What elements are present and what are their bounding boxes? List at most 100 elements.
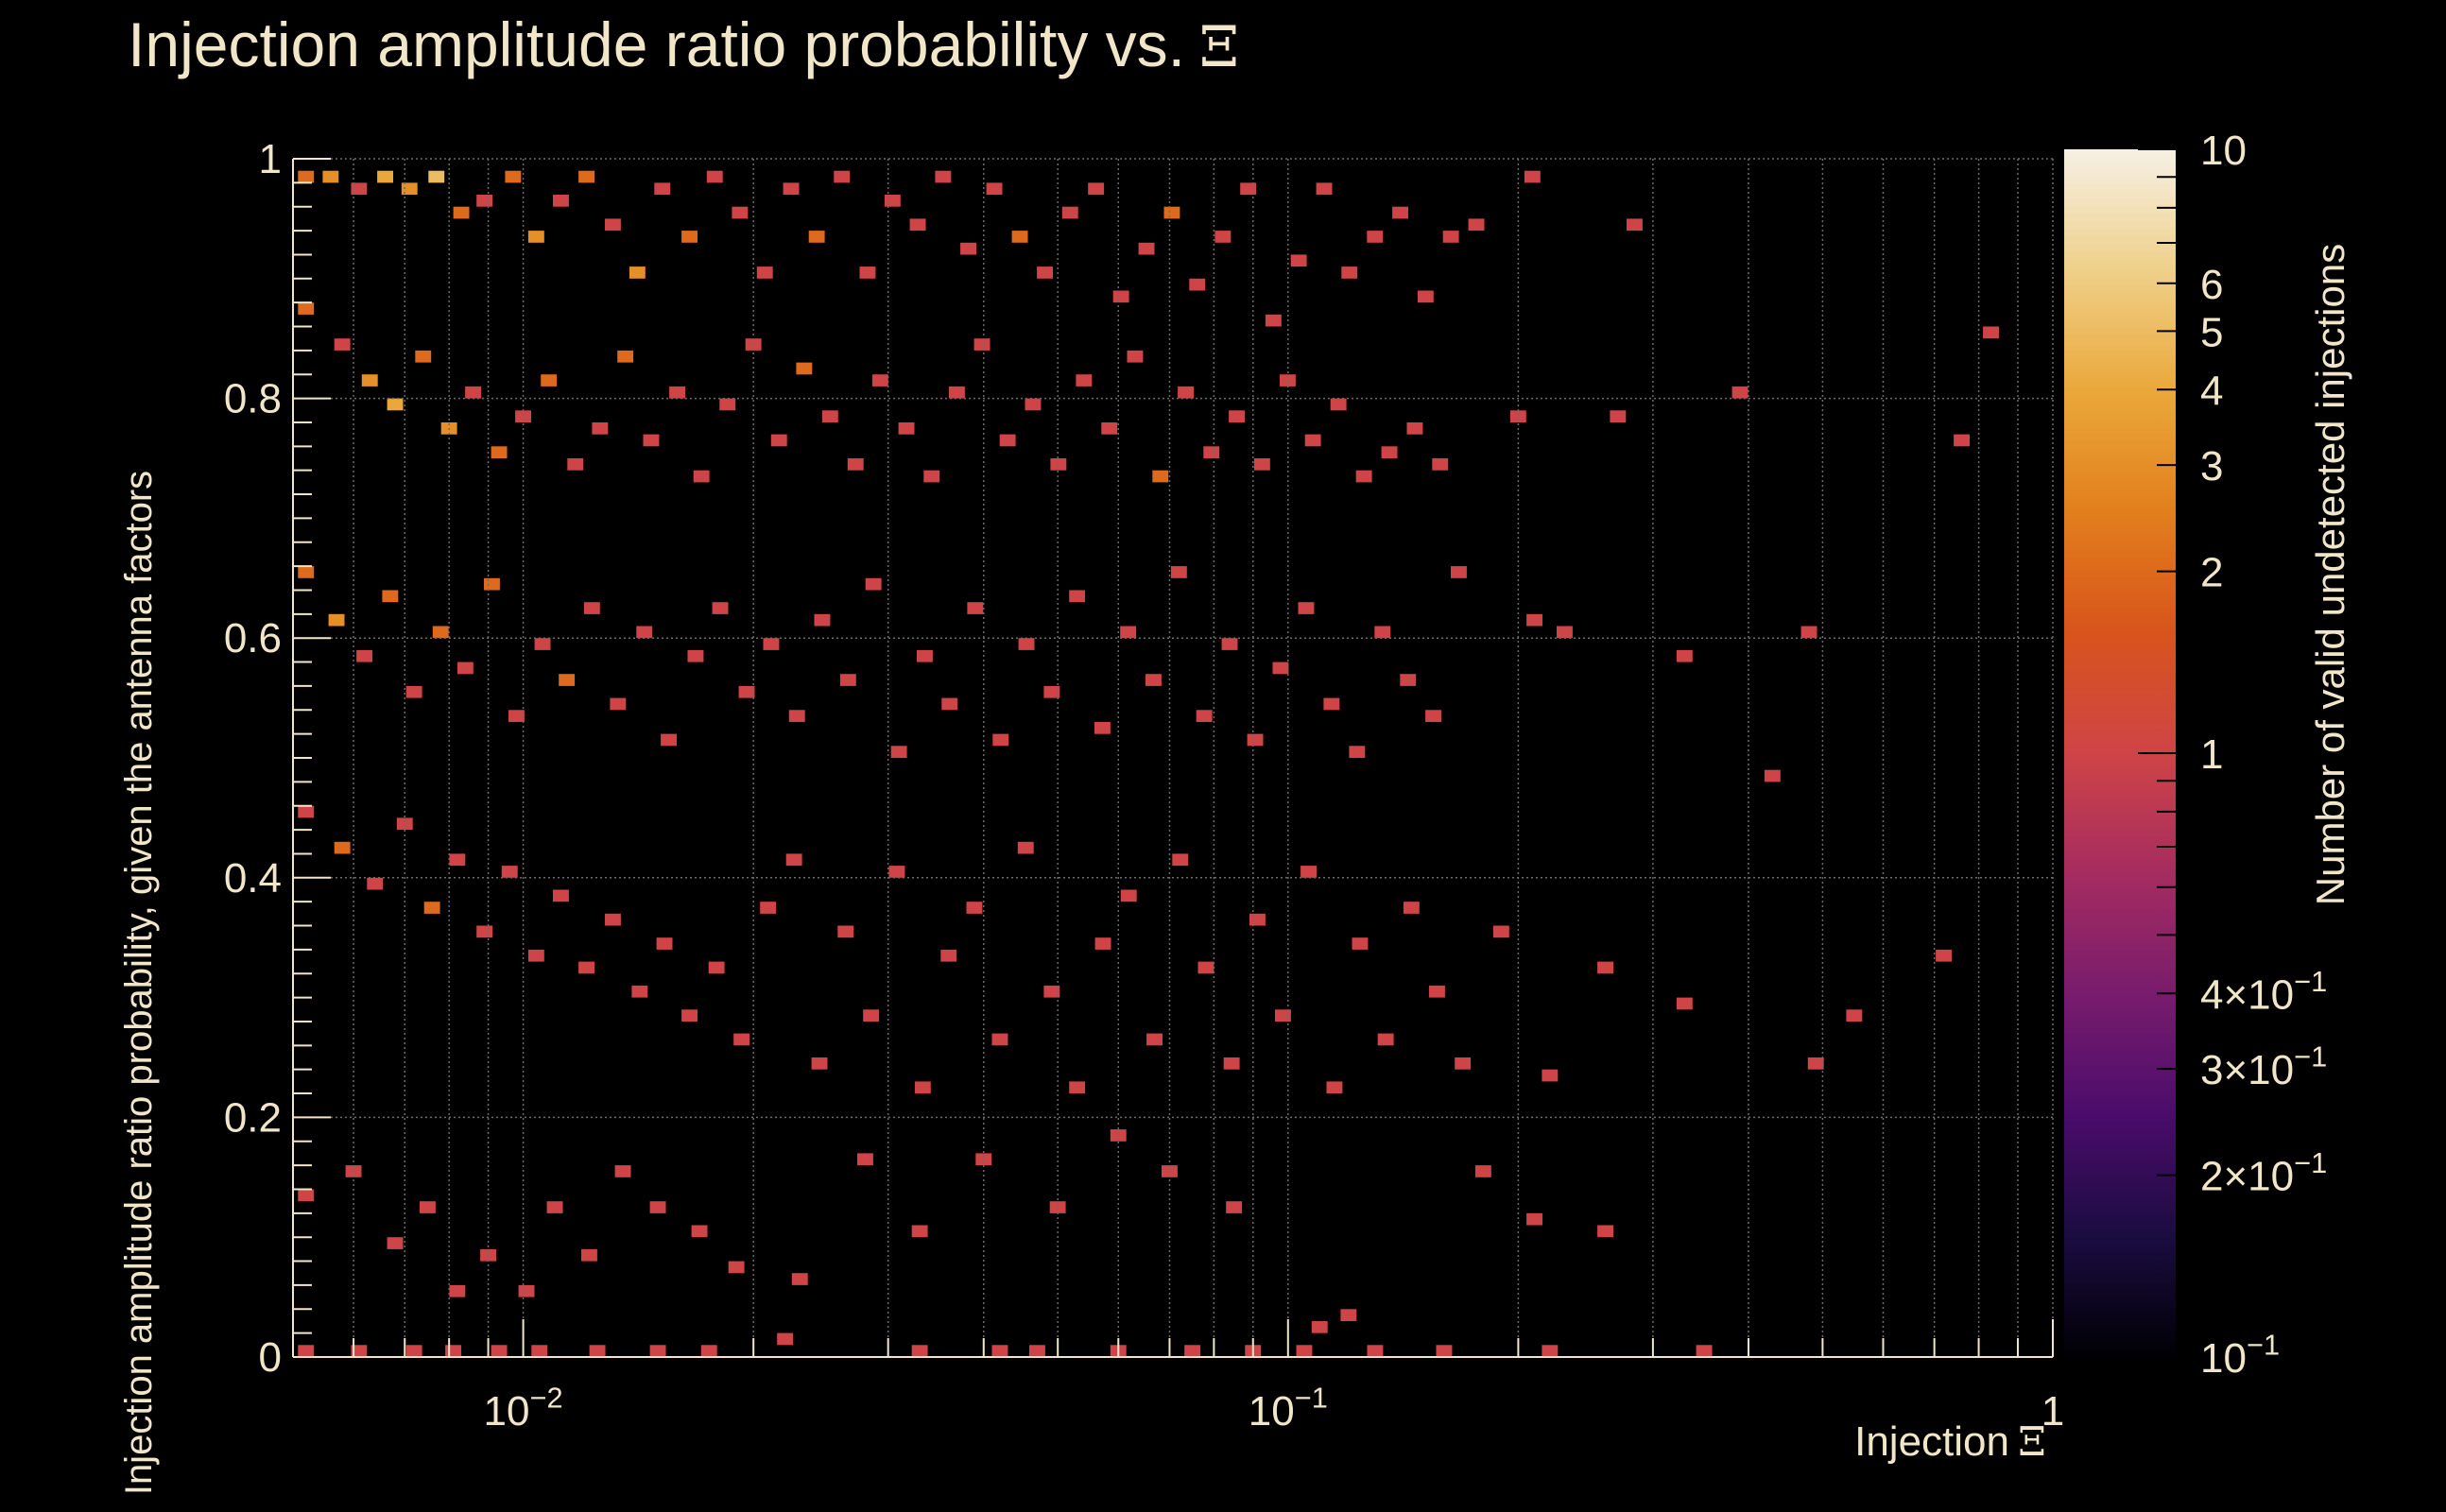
heatmap-cell — [508, 710, 525, 722]
colorbar: 10 65 4 3 2 1 4×10−1 3×10−1 2×10−1 10−1 — [2064, 128, 2327, 1382]
chart-title: Injection amplitude ratio probability vs… — [128, 9, 1185, 79]
heatmap-cell — [911, 1345, 928, 1357]
heatmap-cell — [649, 1345, 666, 1357]
heatmap-cell — [298, 1345, 315, 1357]
heatmap-cell — [396, 817, 413, 831]
colorbar-tick-label: 1 — [2200, 731, 2223, 778]
heatmap-cell — [834, 170, 851, 183]
plot-area — [293, 159, 2053, 1357]
heatmap-cell — [1178, 386, 1194, 399]
heatmap-cell — [1146, 1033, 1163, 1046]
heatmap-cell — [1301, 866, 1317, 878]
heatmap-cell — [785, 853, 802, 867]
heatmap-cell — [356, 649, 372, 662]
heatmap-cell — [732, 206, 749, 219]
y-tick-label: 0.2 — [224, 1094, 282, 1141]
heatmap-cell — [738, 685, 755, 698]
heatmap-cell — [991, 1033, 1008, 1046]
heatmap-cell — [629, 266, 646, 279]
heatmap-cell — [351, 182, 368, 196]
grid-lines — [292, 158, 2054, 1358]
heatmap-cell — [1492, 925, 1509, 938]
heatmap-cell — [1253, 458, 1270, 471]
heatmap-cell — [808, 231, 825, 243]
heatmap-cell — [1610, 410, 1627, 422]
heatmap-cell — [1247, 733, 1264, 747]
heatmap-cell — [1696, 1345, 1713, 1357]
heatmap-cell — [605, 218, 621, 232]
heatmap-cell — [1094, 937, 1111, 950]
heatmap-cell — [367, 877, 384, 890]
heatmap-cell — [1196, 710, 1213, 722]
heatmap-cell — [1296, 1345, 1313, 1357]
heatmap-cell — [1017, 841, 1034, 854]
heatmap-cell — [1127, 350, 1144, 363]
heatmap-cell — [1846, 1009, 1863, 1022]
heatmap-cell — [1597, 1225, 1613, 1238]
heatmap-cell — [531, 1345, 548, 1357]
heatmap-cell — [456, 662, 474, 675]
heatmap-cell — [322, 170, 339, 183]
heatmap-cell — [518, 1284, 535, 1297]
heatmap-cell — [567, 458, 584, 471]
heatmap-cell — [298, 805, 315, 818]
heatmap-cells — [298, 170, 1999, 1357]
heatmap-cell — [1731, 386, 1748, 399]
heatmap-cell — [712, 602, 729, 614]
heatmap-cell — [770, 434, 787, 447]
heatmap-cell — [941, 697, 958, 711]
heatmap-cell — [377, 170, 393, 183]
x-tick-label: 1 — [2041, 1388, 2064, 1435]
heatmap-cell — [1323, 697, 1340, 711]
heatmap-cell — [387, 1237, 404, 1249]
heatmap-cell — [1043, 985, 1060, 998]
heatmap-cell — [1163, 206, 1180, 219]
heatmap-cell — [967, 602, 984, 614]
heatmap-cell — [476, 925, 493, 938]
colorbar-tick-label: 2 — [2200, 550, 2223, 596]
heatmap-cell — [405, 685, 422, 698]
heatmap-cell — [1455, 1057, 1472, 1070]
colorbar-tick-label: 6 — [2200, 262, 2223, 308]
heatmap-cell — [501, 866, 518, 878]
heatmap-cell — [1170, 566, 1187, 578]
heatmap-cell — [656, 937, 673, 950]
heatmap-cell — [661, 733, 677, 747]
y-tick-label: 0.6 — [224, 615, 282, 662]
heatmap-cell — [1138, 242, 1155, 255]
heatmap-cell — [553, 195, 569, 207]
heatmap-cell — [1145, 674, 1162, 686]
y-tick-label: 0 — [259, 1334, 282, 1381]
heatmap-cell — [505, 170, 522, 183]
heatmap-cell — [1326, 1081, 1343, 1094]
heatmap-cell — [796, 362, 813, 375]
heatmap-cell — [1120, 626, 1137, 639]
heatmap-cell — [328, 613, 345, 627]
heatmap-cell — [546, 1201, 563, 1213]
heatmap-cell — [1316, 182, 1333, 196]
heatmap-cell — [917, 649, 933, 662]
heatmap-cell — [583, 602, 600, 614]
heatmap-cell — [814, 613, 831, 627]
heatmap-cell — [1429, 985, 1445, 998]
heatmap-cell — [857, 1153, 873, 1166]
heatmap-cell — [1203, 446, 1220, 458]
heatmap-cell — [465, 386, 481, 399]
heatmap-cell — [1676, 649, 1693, 662]
heatmap-cell — [1436, 1345, 1453, 1357]
heatmap-cell — [1524, 170, 1541, 183]
heatmap-cell — [1425, 710, 1441, 722]
heatmap-cell — [636, 626, 653, 639]
heatmap-cell — [1304, 434, 1321, 447]
y-axis-label: Injection amplitude ratio probability, g… — [118, 471, 160, 1495]
colorbar-label: Number of valid undetected injections — [2308, 244, 2352, 905]
heatmap-cell — [527, 949, 544, 962]
heatmap-cell — [733, 1033, 750, 1046]
heatmap-cell — [837, 925, 854, 938]
heatmap-cell — [541, 374, 558, 387]
heatmap-cell — [1037, 266, 1053, 279]
heatmap-cell — [1249, 913, 1266, 926]
heatmap-cell — [788, 710, 805, 722]
x-tick-label: 10−2 — [484, 1382, 563, 1435]
